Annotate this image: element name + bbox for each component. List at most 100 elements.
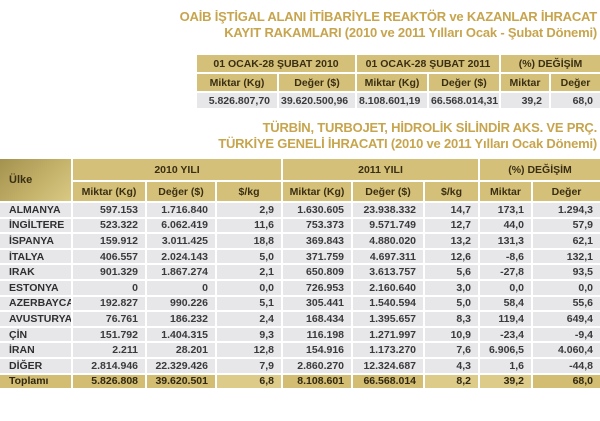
country-group-header-row: Ülke 2010 YILI 2011 YILI (%) DEĞİŞİM — [0, 159, 600, 203]
country-name: IRAK — [0, 265, 73, 281]
value-cell: 0,0 — [533, 280, 600, 297]
total-value-cell: 5.826.808 — [73, 374, 147, 391]
value-cell: 7,6 — [425, 343, 481, 359]
value-cell: 1.271.997 — [353, 327, 426, 344]
country-table: Ülke 2010 YILI 2011 YILI (%) DEĞİŞİM Mik… — [0, 159, 600, 391]
value-cell: 4,3 — [425, 358, 481, 375]
table-row: ALMANYA 597.153 1.716.840 2,9 1.630.605 23.93… — [0, 203, 600, 219]
report-title-reaktor: OAİB İŞTİGAL ALANI İTİBARİYLE REAKTÖR ve… — [179, 9, 598, 41]
value-cell: 14,7 — [425, 203, 481, 219]
table-row: İSPANYA 159.912 3.011.425 18,8 369.843 4.880.… — [0, 234, 600, 250]
value-cell: 1,6 — [480, 358, 534, 375]
col-header-deger-2010: Değer ($) — [279, 74, 357, 93]
col-header-deger-2011: Değer ($) — [353, 182, 426, 203]
table-row: ESTONYA 0 0 0,0 726.953 2.160.640 3,0 0,0 0,0 — [0, 280, 600, 297]
value-cell: 1.294,3 — [533, 203, 600, 219]
value-cell: 2.211 — [73, 343, 147, 359]
table-row: DİĞER 2.814.946 22.329.426 7,9 2.860.270 12.3… — [0, 358, 600, 375]
value-cell: 0 — [73, 280, 147, 297]
value-cell: 523.322 — [73, 218, 147, 235]
value-cell: 93,5 — [533, 265, 600, 281]
summary-sub-header-row: Miktar (Kg) Değer ($) Miktar (Kg) Değer … — [197, 74, 600, 93]
summary-table: 01 OCAK-28 ŞUBAT 2010 01 OCAK-28 ŞUBAT 2… — [197, 55, 600, 110]
value-cell: 753.373 — [283, 218, 354, 235]
country-name: AZERBAYCAN — [0, 296, 73, 313]
value-cell: 1.173.270 — [353, 343, 426, 359]
col-header-miktar-change: Miktar — [480, 182, 534, 203]
report-title-reaktor-line1: OAİB İŞTİGAL ALANI İTİBARİYLE REAKTÖR ve… — [179, 9, 598, 24]
value-cell: 12,7 — [425, 218, 481, 235]
value-cell: 131,3 — [480, 234, 534, 250]
value-cell: 6.906,5 — [480, 343, 534, 359]
value-cell: 192.827 — [73, 296, 147, 313]
table-row: İNGİLTERE 523.322 6.062.419 11,6 753.373 9.57… — [0, 218, 600, 235]
country-name: İTALYA — [0, 249, 73, 266]
total-row: Toplamı 5.826.808 39.620.501 6,8 8.108.601 66… — [0, 374, 600, 391]
value-cell: 3.011.425 — [147, 234, 217, 250]
value-cell: 151.792 — [73, 327, 147, 344]
value-cell: 3,0 — [425, 280, 481, 297]
value-cell: 305.441 — [283, 296, 354, 313]
value-cell: 44,0 — [480, 218, 534, 235]
total-value-cell: 66.568.014 — [353, 374, 426, 391]
country-name: AVUSTURYA — [0, 312, 73, 328]
country-name: İRAN — [0, 343, 73, 359]
value-cell: 649,4 — [533, 312, 600, 328]
value-cell: 901.329 — [73, 265, 147, 281]
col-header-miktar-change: Miktar — [501, 74, 551, 93]
country-name: DİĞER — [0, 358, 73, 375]
col-header-miktar-2010: Miktar (Kg) — [197, 74, 279, 93]
total-value-cell: 39.620.501 — [147, 374, 217, 391]
value-cell: 168.434 — [283, 312, 354, 328]
value-cell: 159.912 — [73, 234, 147, 250]
table-row: İTALYA 406.557 2.024.143 5,0 371.759 4.697.31… — [0, 249, 600, 266]
value-cell: 371.759 — [283, 249, 354, 266]
col-header-miktar-2010: Miktar (Kg) — [73, 182, 147, 203]
value-cell: 650.809 — [283, 265, 354, 281]
value-cell: 11,6 — [217, 218, 284, 235]
country-name: İNGİLTERE — [0, 218, 73, 235]
summary-value-row: 5.826.807,70 39.620.500,96 8.108.601,19 … — [197, 93, 600, 110]
col-header-country: Ülke — [0, 159, 73, 203]
value-cell: 5.826.807,70 — [197, 93, 279, 110]
value-cell: 5,0 — [217, 249, 284, 266]
total-value-cell: 8,2 — [425, 374, 481, 391]
report-title-turbin-line1: TÜRBİN, TURBOJET, HİDROLİK SİLİNDİR AKS.… — [262, 120, 598, 135]
value-cell: 0 — [147, 280, 217, 297]
value-cell: 1.867.274 — [147, 265, 217, 281]
value-cell: 186.232 — [147, 312, 217, 328]
value-cell: 369.843 — [283, 234, 354, 250]
col-group-2010: 2010 YILI — [73, 159, 284, 182]
value-cell: 5,0 — [425, 296, 481, 313]
value-cell: 119,4 — [480, 312, 534, 328]
value-cell: 1.404.315 — [147, 327, 217, 344]
col-header-deger-2011: Değer ($) — [429, 74, 501, 93]
col-header-deger-change: Değer — [533, 182, 600, 203]
value-cell: 3.613.757 — [353, 265, 426, 281]
value-cell: 28.201 — [147, 343, 217, 359]
value-cell: 4.697.311 — [353, 249, 426, 266]
summary-group-header-row: 01 OCAK-28 ŞUBAT 2010 01 OCAK-28 ŞUBAT 2… — [197, 55, 600, 74]
value-cell: 2,9 — [217, 203, 284, 219]
total-value-cell: 6,8 — [217, 374, 284, 391]
report-title-turbin-line2: TÜRKİYE GENELİ İHRACATI (2010 ve 2011 Yı… — [218, 136, 597, 151]
table-row: IRAK 901.329 1.867.274 2,1 650.809 3.613.757 5… — [0, 265, 600, 281]
total-value-cell: 8.108.601 — [283, 374, 354, 391]
country-table-body: ALMANYA 597.153 1.716.840 2,9 1.630.605 23.93… — [0, 203, 600, 391]
value-cell: -9,4 — [533, 327, 600, 344]
value-cell: 990.226 — [147, 296, 217, 313]
value-cell: 39.620.500,96 — [279, 93, 357, 110]
col-group-2011: 2011 YILI — [283, 159, 481, 182]
value-cell: 57,9 — [533, 218, 600, 235]
value-cell: 132,1 — [533, 249, 600, 266]
value-cell: 66.568.014,31 — [429, 93, 501, 110]
value-cell: 1.630.605 — [283, 203, 354, 219]
value-cell: 76.761 — [73, 312, 147, 328]
table-row: AZERBAYCAN192.827990.2265,1305.4411.540.… — [0, 296, 600, 313]
col-group-2010: 01 OCAK-28 ŞUBAT 2010 — [197, 55, 357, 74]
report-title-reaktor-line2: KAYIT RAKAMLARI (2010 ve 2011 Yılları Oc… — [224, 25, 597, 40]
value-cell: 39,2 — [501, 93, 551, 110]
value-cell: 1.395.657 — [353, 312, 426, 328]
value-cell: 2,1 — [217, 265, 284, 281]
